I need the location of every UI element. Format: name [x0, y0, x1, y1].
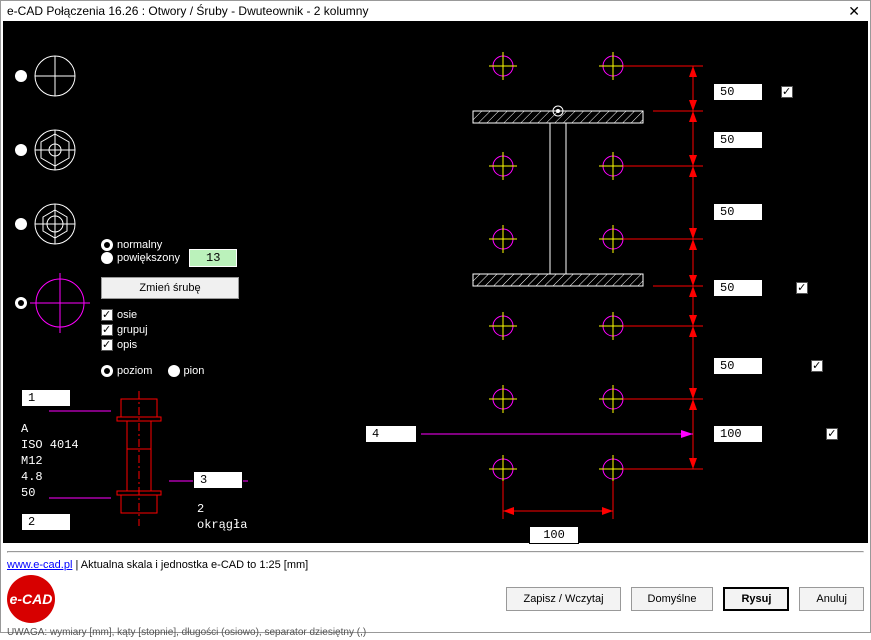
cad-workspace: normalny powiększony 13 Zmień śrubę osie…: [3, 21, 868, 543]
dim-2[interactable]: 50: [713, 131, 763, 149]
dim-1[interactable]: 50: [713, 83, 763, 101]
chk-dim-6[interactable]: [826, 428, 838, 440]
scale-info: Aktualna skala i jednostka e-CAD to 1:25…: [81, 559, 308, 571]
chk-dim-4[interactable]: [796, 282, 808, 294]
title-bar: e-CAD Połączenia 16.26 : Otwory / Śruby …: [1, 1, 870, 21]
dim-5[interactable]: 50: [713, 357, 763, 375]
footer: www.e-cad.pl | Aktualna skala i jednostk…: [1, 543, 870, 640]
url-link[interactable]: www.e-cad.pl: [7, 559, 72, 571]
rows-count[interactable]: 4: [365, 425, 417, 443]
ecad-logo-icon: e-CAD: [7, 575, 55, 623]
window-title: e-CAD Połączenia 16.26 : Otwory / Śruby …: [7, 4, 368, 18]
cancel-button[interactable]: Anuluj: [799, 587, 864, 611]
dim-3[interactable]: 50: [713, 203, 763, 221]
dim-6[interactable]: 100: [713, 425, 763, 443]
save-load-button[interactable]: Zapisz / Wczytaj: [506, 587, 620, 611]
chk-dim-1[interactable]: [781, 86, 793, 98]
chk-dim-5[interactable]: [811, 360, 823, 372]
close-icon[interactable]: ✕: [844, 3, 864, 20]
col-gap[interactable]: 100: [529, 526, 579, 544]
dim-4[interactable]: 50: [713, 279, 763, 297]
default-button[interactable]: Domyślne: [631, 587, 714, 611]
draw-button[interactable]: Rysuj: [723, 587, 789, 611]
